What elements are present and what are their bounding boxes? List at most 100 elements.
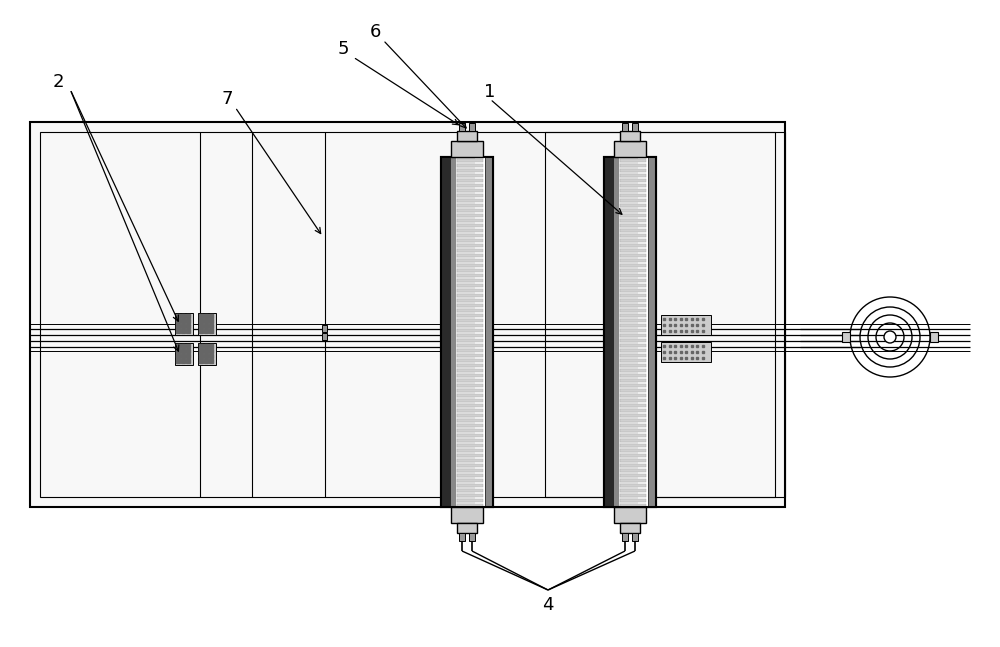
Bar bbox=[457, 274, 483, 277]
Bar bbox=[175, 313, 193, 335]
Bar bbox=[457, 234, 483, 237]
Bar bbox=[457, 344, 483, 347]
Bar bbox=[469, 533, 475, 541]
Bar bbox=[457, 389, 483, 392]
Bar bbox=[620, 454, 646, 457]
Bar bbox=[457, 264, 483, 267]
Bar bbox=[457, 299, 483, 302]
Bar bbox=[620, 254, 646, 257]
Bar bbox=[457, 249, 483, 252]
Bar bbox=[457, 164, 483, 167]
Bar bbox=[620, 459, 646, 462]
Bar bbox=[620, 344, 646, 347]
Bar bbox=[620, 319, 646, 322]
Bar bbox=[620, 219, 646, 222]
Bar bbox=[648, 157, 656, 507]
Bar bbox=[620, 159, 646, 162]
Bar bbox=[457, 449, 483, 452]
Bar bbox=[457, 394, 483, 397]
Bar bbox=[620, 464, 646, 467]
Bar bbox=[457, 369, 483, 372]
Bar bbox=[457, 494, 483, 497]
Bar bbox=[620, 359, 646, 362]
Bar bbox=[620, 329, 646, 332]
Bar bbox=[620, 494, 646, 497]
Bar bbox=[457, 484, 483, 487]
Bar bbox=[457, 324, 483, 327]
Bar bbox=[198, 313, 216, 335]
Bar bbox=[620, 264, 646, 267]
Bar bbox=[620, 389, 646, 392]
Bar bbox=[620, 523, 640, 533]
Bar bbox=[457, 169, 483, 172]
Bar bbox=[604, 157, 656, 507]
Bar bbox=[457, 434, 483, 437]
Bar bbox=[457, 254, 483, 257]
Bar bbox=[620, 304, 646, 307]
Bar bbox=[457, 523, 477, 533]
Bar bbox=[457, 419, 483, 422]
Bar bbox=[622, 533, 628, 541]
Bar bbox=[661, 315, 711, 335]
Bar bbox=[457, 174, 483, 177]
Bar bbox=[620, 409, 646, 412]
Bar bbox=[620, 364, 646, 367]
Bar bbox=[457, 329, 483, 332]
Bar bbox=[457, 179, 483, 182]
Bar bbox=[457, 314, 483, 317]
Bar bbox=[620, 349, 646, 352]
Bar bbox=[457, 409, 483, 412]
Bar bbox=[457, 304, 483, 307]
Bar bbox=[620, 199, 646, 202]
Text: 1: 1 bbox=[484, 83, 496, 101]
Bar bbox=[322, 325, 327, 332]
Bar bbox=[40, 132, 775, 497]
Bar bbox=[457, 259, 483, 262]
Bar bbox=[620, 131, 640, 141]
Bar bbox=[620, 314, 646, 317]
Bar bbox=[930, 332, 938, 342]
Bar bbox=[620, 479, 646, 482]
Bar bbox=[545, 132, 785, 497]
Bar bbox=[457, 454, 483, 457]
Bar bbox=[620, 269, 646, 272]
Bar bbox=[620, 384, 646, 387]
Bar bbox=[457, 414, 483, 417]
Bar bbox=[457, 224, 483, 227]
Bar bbox=[457, 499, 483, 502]
Bar bbox=[457, 474, 483, 477]
Bar bbox=[457, 189, 483, 192]
Bar bbox=[620, 449, 646, 452]
Bar bbox=[198, 343, 216, 365]
Bar bbox=[469, 123, 475, 131]
Bar bbox=[620, 179, 646, 182]
Bar bbox=[457, 229, 483, 232]
Bar bbox=[620, 399, 646, 402]
Bar bbox=[441, 157, 451, 507]
Bar bbox=[620, 249, 646, 252]
Bar bbox=[457, 334, 483, 337]
Text: 2: 2 bbox=[52, 73, 64, 91]
Bar bbox=[622, 123, 628, 131]
Bar bbox=[457, 379, 483, 382]
Bar bbox=[620, 214, 646, 217]
Bar bbox=[441, 157, 493, 507]
Bar bbox=[620, 504, 646, 507]
Bar bbox=[457, 469, 483, 472]
Bar bbox=[620, 289, 646, 292]
Bar bbox=[620, 189, 646, 192]
Bar bbox=[457, 159, 483, 162]
Bar bbox=[457, 319, 483, 322]
Bar bbox=[620, 174, 646, 177]
Bar bbox=[842, 332, 850, 342]
Bar bbox=[457, 424, 483, 427]
Bar bbox=[457, 209, 483, 212]
Bar bbox=[485, 157, 493, 507]
Bar bbox=[620, 484, 646, 487]
Bar bbox=[620, 394, 646, 397]
Bar bbox=[620, 379, 646, 382]
Bar bbox=[451, 507, 483, 523]
Bar bbox=[457, 444, 483, 447]
Bar bbox=[457, 384, 483, 387]
Bar bbox=[620, 354, 646, 357]
